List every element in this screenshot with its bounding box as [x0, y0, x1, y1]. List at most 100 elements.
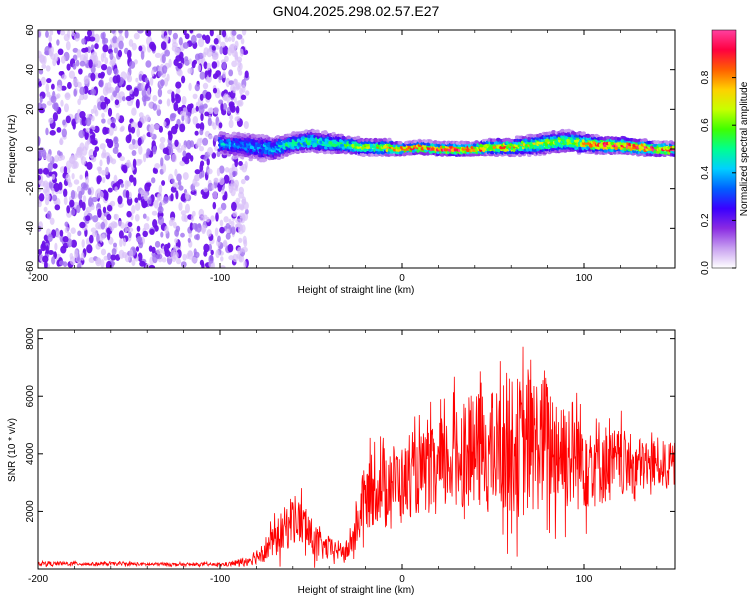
heatmap-cell — [133, 32, 140, 40]
heatmap-cell — [114, 99, 120, 106]
heatmap-cell — [113, 222, 118, 228]
heatmap-cell — [387, 137, 392, 142]
heatmap-cell — [173, 102, 179, 112]
heatmap-cell — [228, 255, 235, 261]
heatmap-cell — [98, 190, 104, 199]
heatmap-cell — [222, 71, 227, 79]
heatmap-cell — [228, 80, 234, 86]
heatmap-cell — [149, 77, 154, 86]
heatmap-cell — [63, 166, 68, 175]
heatmap-cell — [95, 243, 101, 250]
heatmap-cell — [77, 230, 82, 237]
heatmap-cell — [60, 85, 67, 91]
heatmap-cell — [87, 30, 92, 37]
heatmap-cell — [62, 119, 66, 126]
heatmap-cell — [240, 178, 246, 185]
heatmap-cell — [219, 226, 225, 234]
heatmap-cell — [275, 135, 281, 139]
heatmap-cell — [45, 30, 49, 38]
heatmap-cell — [69, 199, 75, 208]
heatmap-cell — [248, 157, 253, 162]
heatmap-cell — [243, 260, 247, 268]
heatmap-cell — [126, 74, 133, 83]
heatmap-cell — [223, 216, 229, 223]
heatmap-cell — [157, 88, 163, 98]
heatmap-cell — [79, 86, 86, 96]
heatmap-cell — [89, 234, 94, 244]
heatmap-cell — [96, 233, 100, 243]
heatmap-cell — [180, 110, 186, 117]
heatmap-cell — [162, 196, 169, 204]
heatmap-cell — [135, 77, 139, 83]
heatmap-cell — [228, 183, 233, 190]
heatmap-cell — [44, 50, 50, 56]
heatmap-cell — [138, 112, 144, 118]
heatmap-cell — [179, 160, 186, 167]
heatmap-cell — [78, 130, 85, 139]
heatmap-cell — [216, 150, 221, 158]
heatmap-cell — [54, 52, 59, 62]
heatmap-cell — [356, 143, 361, 147]
heatmap-cell — [195, 105, 199, 112]
heatmap-cell — [131, 138, 136, 145]
heatmap-cell — [40, 54, 46, 65]
heatmap-cell — [160, 79, 165, 87]
heatmap-cell — [159, 142, 165, 151]
heatmap-cell — [203, 61, 208, 70]
heatmap-cell — [46, 155, 53, 162]
heatmap-cell — [59, 229, 64, 237]
heatmap-cell — [156, 193, 161, 202]
heatmap-cell — [180, 261, 187, 268]
heatmap-cell — [231, 35, 236, 43]
heatmap-cell — [100, 221, 106, 230]
heatmap-cell — [38, 107, 45, 114]
heatmap-cell — [140, 189, 146, 195]
heatmap-cell — [213, 177, 219, 183]
heatmap-cell — [67, 182, 73, 188]
heatmap-cell — [144, 77, 149, 84]
heatmap-cell — [317, 132, 322, 137]
heatmap-cell — [81, 38, 86, 45]
heatmap-cell — [45, 127, 49, 136]
heatmap-cell — [70, 227, 76, 234]
heatmap-cell — [91, 196, 98, 203]
heatmap-cell — [189, 103, 194, 109]
heatmap-cell — [125, 95, 132, 102]
heatmap-cell — [200, 160, 205, 167]
heatmap-cell — [190, 214, 195, 222]
heatmap-cell — [222, 194, 227, 201]
heatmap-cell — [133, 87, 139, 97]
heatmap-cell — [211, 152, 217, 159]
heatmap-cell — [117, 220, 123, 227]
heatmap-cell — [216, 167, 221, 177]
heatmap-cell — [571, 144, 576, 148]
heatmap-cell — [51, 173, 56, 180]
heatmap-cell — [222, 30, 227, 38]
heatmap-cell — [62, 188, 68, 198]
snr-xlabel: Height of straight line (km) — [298, 585, 415, 596]
heatmap-cell — [177, 147, 183, 153]
heatmap-cell — [107, 118, 112, 125]
heatmap-cell — [156, 253, 163, 260]
heatmap-cell — [226, 94, 230, 104]
heatmap-cell — [174, 238, 178, 244]
heatmap-xtick-label: -100 — [210, 273, 230, 284]
heatmap-cell — [188, 58, 192, 64]
heatmap-cell — [98, 79, 104, 88]
heatmap-cell — [234, 51, 239, 60]
heatmap-cell — [128, 231, 132, 238]
heatmap-cell — [182, 42, 189, 49]
heatmap-cell — [207, 117, 212, 127]
heatmap-cell — [492, 138, 497, 142]
heatmap-cell — [176, 258, 182, 265]
heatmap-cell — [56, 126, 62, 133]
heatmap-cell — [138, 73, 143, 82]
heatmap-cell — [127, 49, 132, 59]
heatmap-cell — [175, 190, 179, 200]
heatmap-cell — [180, 232, 185, 238]
heatmap-cell — [79, 174, 83, 180]
heatmap-cell — [110, 254, 117, 261]
heatmap-cell — [137, 137, 142, 147]
heatmap-cell — [119, 156, 125, 162]
